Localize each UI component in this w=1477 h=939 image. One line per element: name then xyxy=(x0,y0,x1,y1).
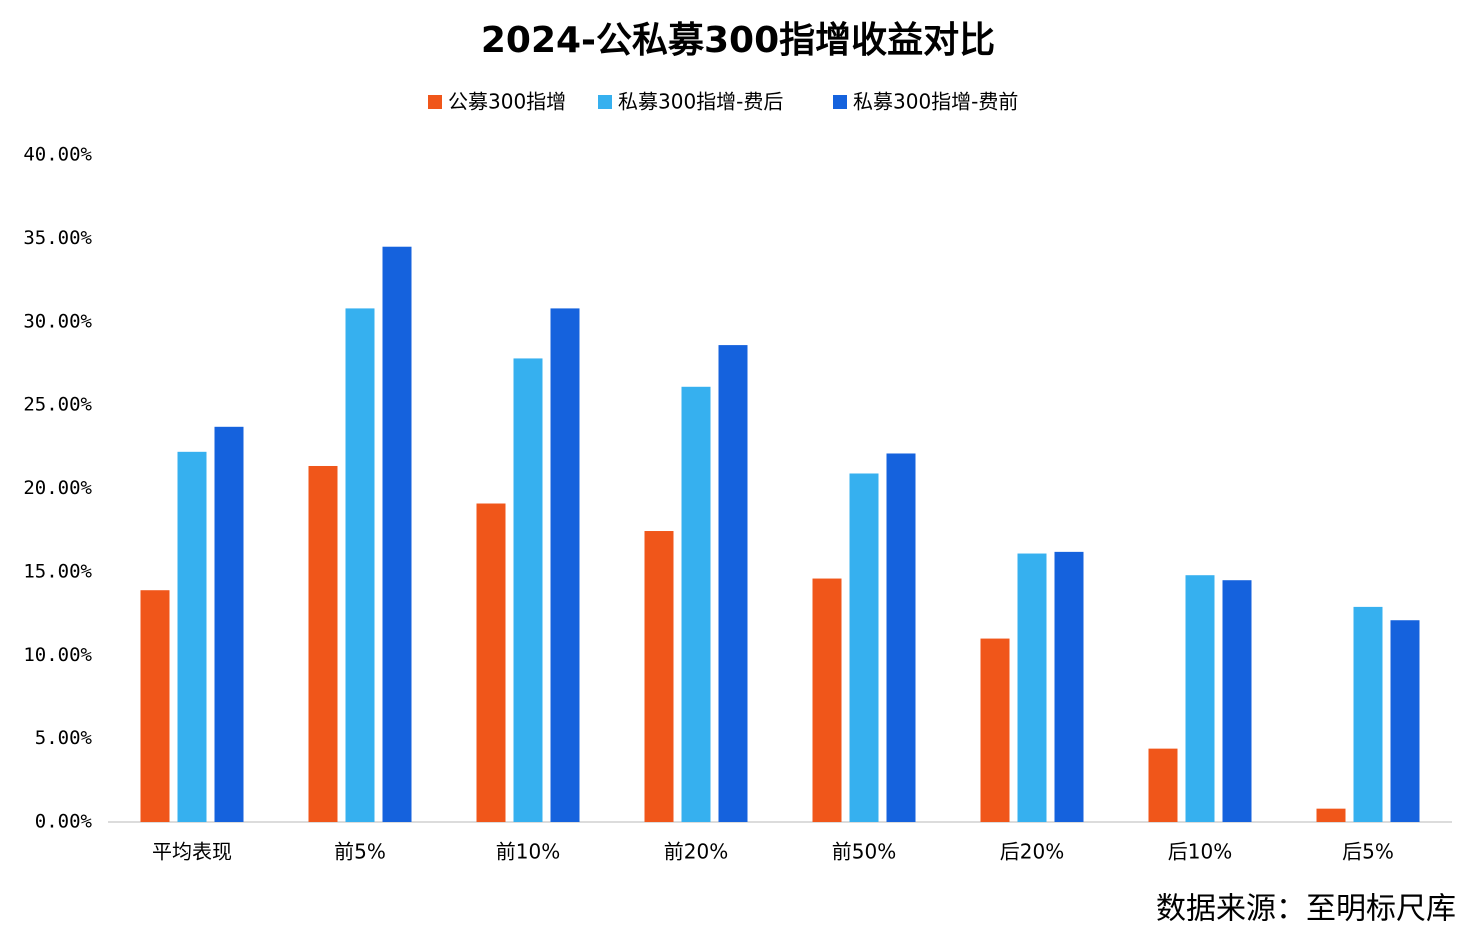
x-tick-label: 前5% xyxy=(334,840,386,864)
legend-label: 公募300指增 xyxy=(448,90,566,114)
x-tick-label: 后20% xyxy=(1000,840,1064,864)
legend-swatch xyxy=(833,95,847,109)
bar xyxy=(476,503,506,822)
y-tick-label: 30.00% xyxy=(23,310,92,332)
y-tick-label: 25.00% xyxy=(23,394,92,416)
bar xyxy=(1390,620,1420,822)
x-tick-label: 平均表现 xyxy=(152,840,232,864)
bar xyxy=(1353,606,1383,822)
y-tick-label: 40.00% xyxy=(23,144,92,166)
bar xyxy=(812,578,842,822)
chart-title: 2024-公私募300指增收益对比 xyxy=(481,20,995,61)
bar xyxy=(886,453,916,822)
bar xyxy=(550,308,580,822)
bar xyxy=(681,386,711,822)
bar xyxy=(1054,551,1084,822)
bar xyxy=(718,345,748,822)
x-tick-label: 前50% xyxy=(832,840,896,864)
y-tick-label: 20.00% xyxy=(23,477,92,499)
bar xyxy=(308,465,338,822)
bar xyxy=(513,358,543,822)
bar xyxy=(214,426,244,822)
x-tick-label: 后5% xyxy=(1342,840,1394,864)
bar xyxy=(980,638,1010,822)
bar xyxy=(1222,580,1252,822)
bar xyxy=(1316,808,1346,822)
source-note: 数据来源：至明标尺库 xyxy=(1156,892,1456,927)
legend-label: 私募300指增-费后 xyxy=(618,90,783,114)
y-tick-label: 5.00% xyxy=(35,727,93,749)
y-tick-label: 35.00% xyxy=(23,227,92,249)
bar xyxy=(849,473,879,822)
x-tick-label: 后10% xyxy=(1168,840,1232,864)
bar xyxy=(140,590,170,822)
bar xyxy=(1185,575,1215,822)
legend-swatch xyxy=(428,95,442,109)
bar xyxy=(177,451,207,822)
y-tick-label: 0.00% xyxy=(35,811,93,833)
legend-swatch xyxy=(598,95,612,109)
bar xyxy=(1148,748,1178,822)
x-tick-label: 前10% xyxy=(496,840,560,864)
y-tick-label: 10.00% xyxy=(23,644,92,666)
y-tick-label: 15.00% xyxy=(23,560,92,582)
bar xyxy=(1017,553,1047,822)
x-tick-label: 前20% xyxy=(664,840,728,864)
bar xyxy=(644,531,674,822)
legend-label: 私募300指增-费前 xyxy=(853,90,1018,114)
bar xyxy=(382,246,412,822)
bar xyxy=(345,308,375,822)
